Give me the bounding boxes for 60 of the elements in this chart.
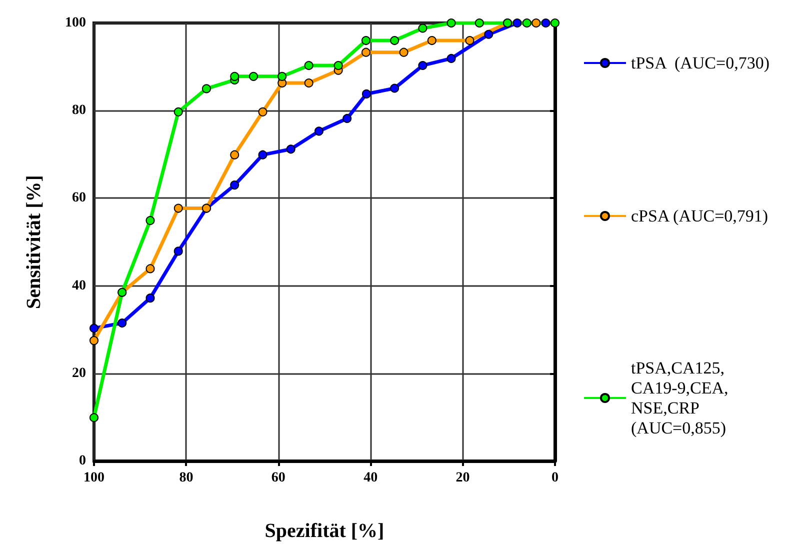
point <box>512 18 522 28</box>
point <box>474 18 484 28</box>
point <box>118 318 127 328</box>
y-tick-label: 100 <box>65 16 86 30</box>
y-tick-label: 20 <box>72 366 86 381</box>
point <box>334 60 343 70</box>
point <box>286 144 296 154</box>
x-tick-label: 100 <box>84 470 104 486</box>
point <box>446 54 456 63</box>
point <box>146 264 155 274</box>
legend-label: cPSA (AUC=0,791) <box>631 206 768 226</box>
point <box>90 324 98 333</box>
point <box>174 204 183 213</box>
point <box>90 336 98 346</box>
point <box>230 150 240 160</box>
y-tick-label: 0 <box>79 454 86 468</box>
point <box>399 48 408 57</box>
point <box>90 413 98 422</box>
point <box>522 18 532 28</box>
point <box>258 150 268 160</box>
point <box>314 126 324 136</box>
point <box>427 36 436 46</box>
point <box>174 107 183 116</box>
y-tick-label: 40 <box>72 278 86 294</box>
point <box>278 72 287 81</box>
point <box>390 36 400 46</box>
point <box>202 84 211 94</box>
point <box>465 36 474 46</box>
point <box>532 18 541 28</box>
y-tick-label: 60 <box>72 190 86 206</box>
point <box>418 24 428 33</box>
x-tick-label: 0 <box>552 470 558 486</box>
point <box>362 36 370 46</box>
legend-label: tPSA (AUC=0,730) <box>631 54 770 72</box>
point <box>390 84 400 93</box>
point <box>446 18 456 28</box>
point <box>230 180 240 190</box>
point <box>174 246 183 256</box>
point <box>362 48 370 57</box>
point <box>541 18 550 28</box>
x-axis-title: Spezifität [%] <box>264 520 384 542</box>
point <box>484 30 494 39</box>
point <box>304 60 314 70</box>
point <box>230 72 240 81</box>
y-tick-label: 80 <box>72 103 86 118</box>
y-axis-title: Sensitivität [%] <box>23 175 45 309</box>
point <box>550 18 560 28</box>
x-tick-label: 60 <box>271 470 286 486</box>
point <box>342 114 352 123</box>
x-tick-label: 20 <box>456 470 470 486</box>
legend-label: tPSA,CA125, CA19-9,CEA, NSE,CRP (AUC=0,855) <box>631 358 733 438</box>
point <box>249 72 258 81</box>
point <box>146 216 155 226</box>
point <box>258 107 268 116</box>
point <box>304 78 314 88</box>
point <box>146 294 155 303</box>
x-tick-label: 80 <box>179 470 194 486</box>
point <box>362 89 371 98</box>
point <box>418 60 428 70</box>
x-tick-label: 40 <box>364 470 378 486</box>
